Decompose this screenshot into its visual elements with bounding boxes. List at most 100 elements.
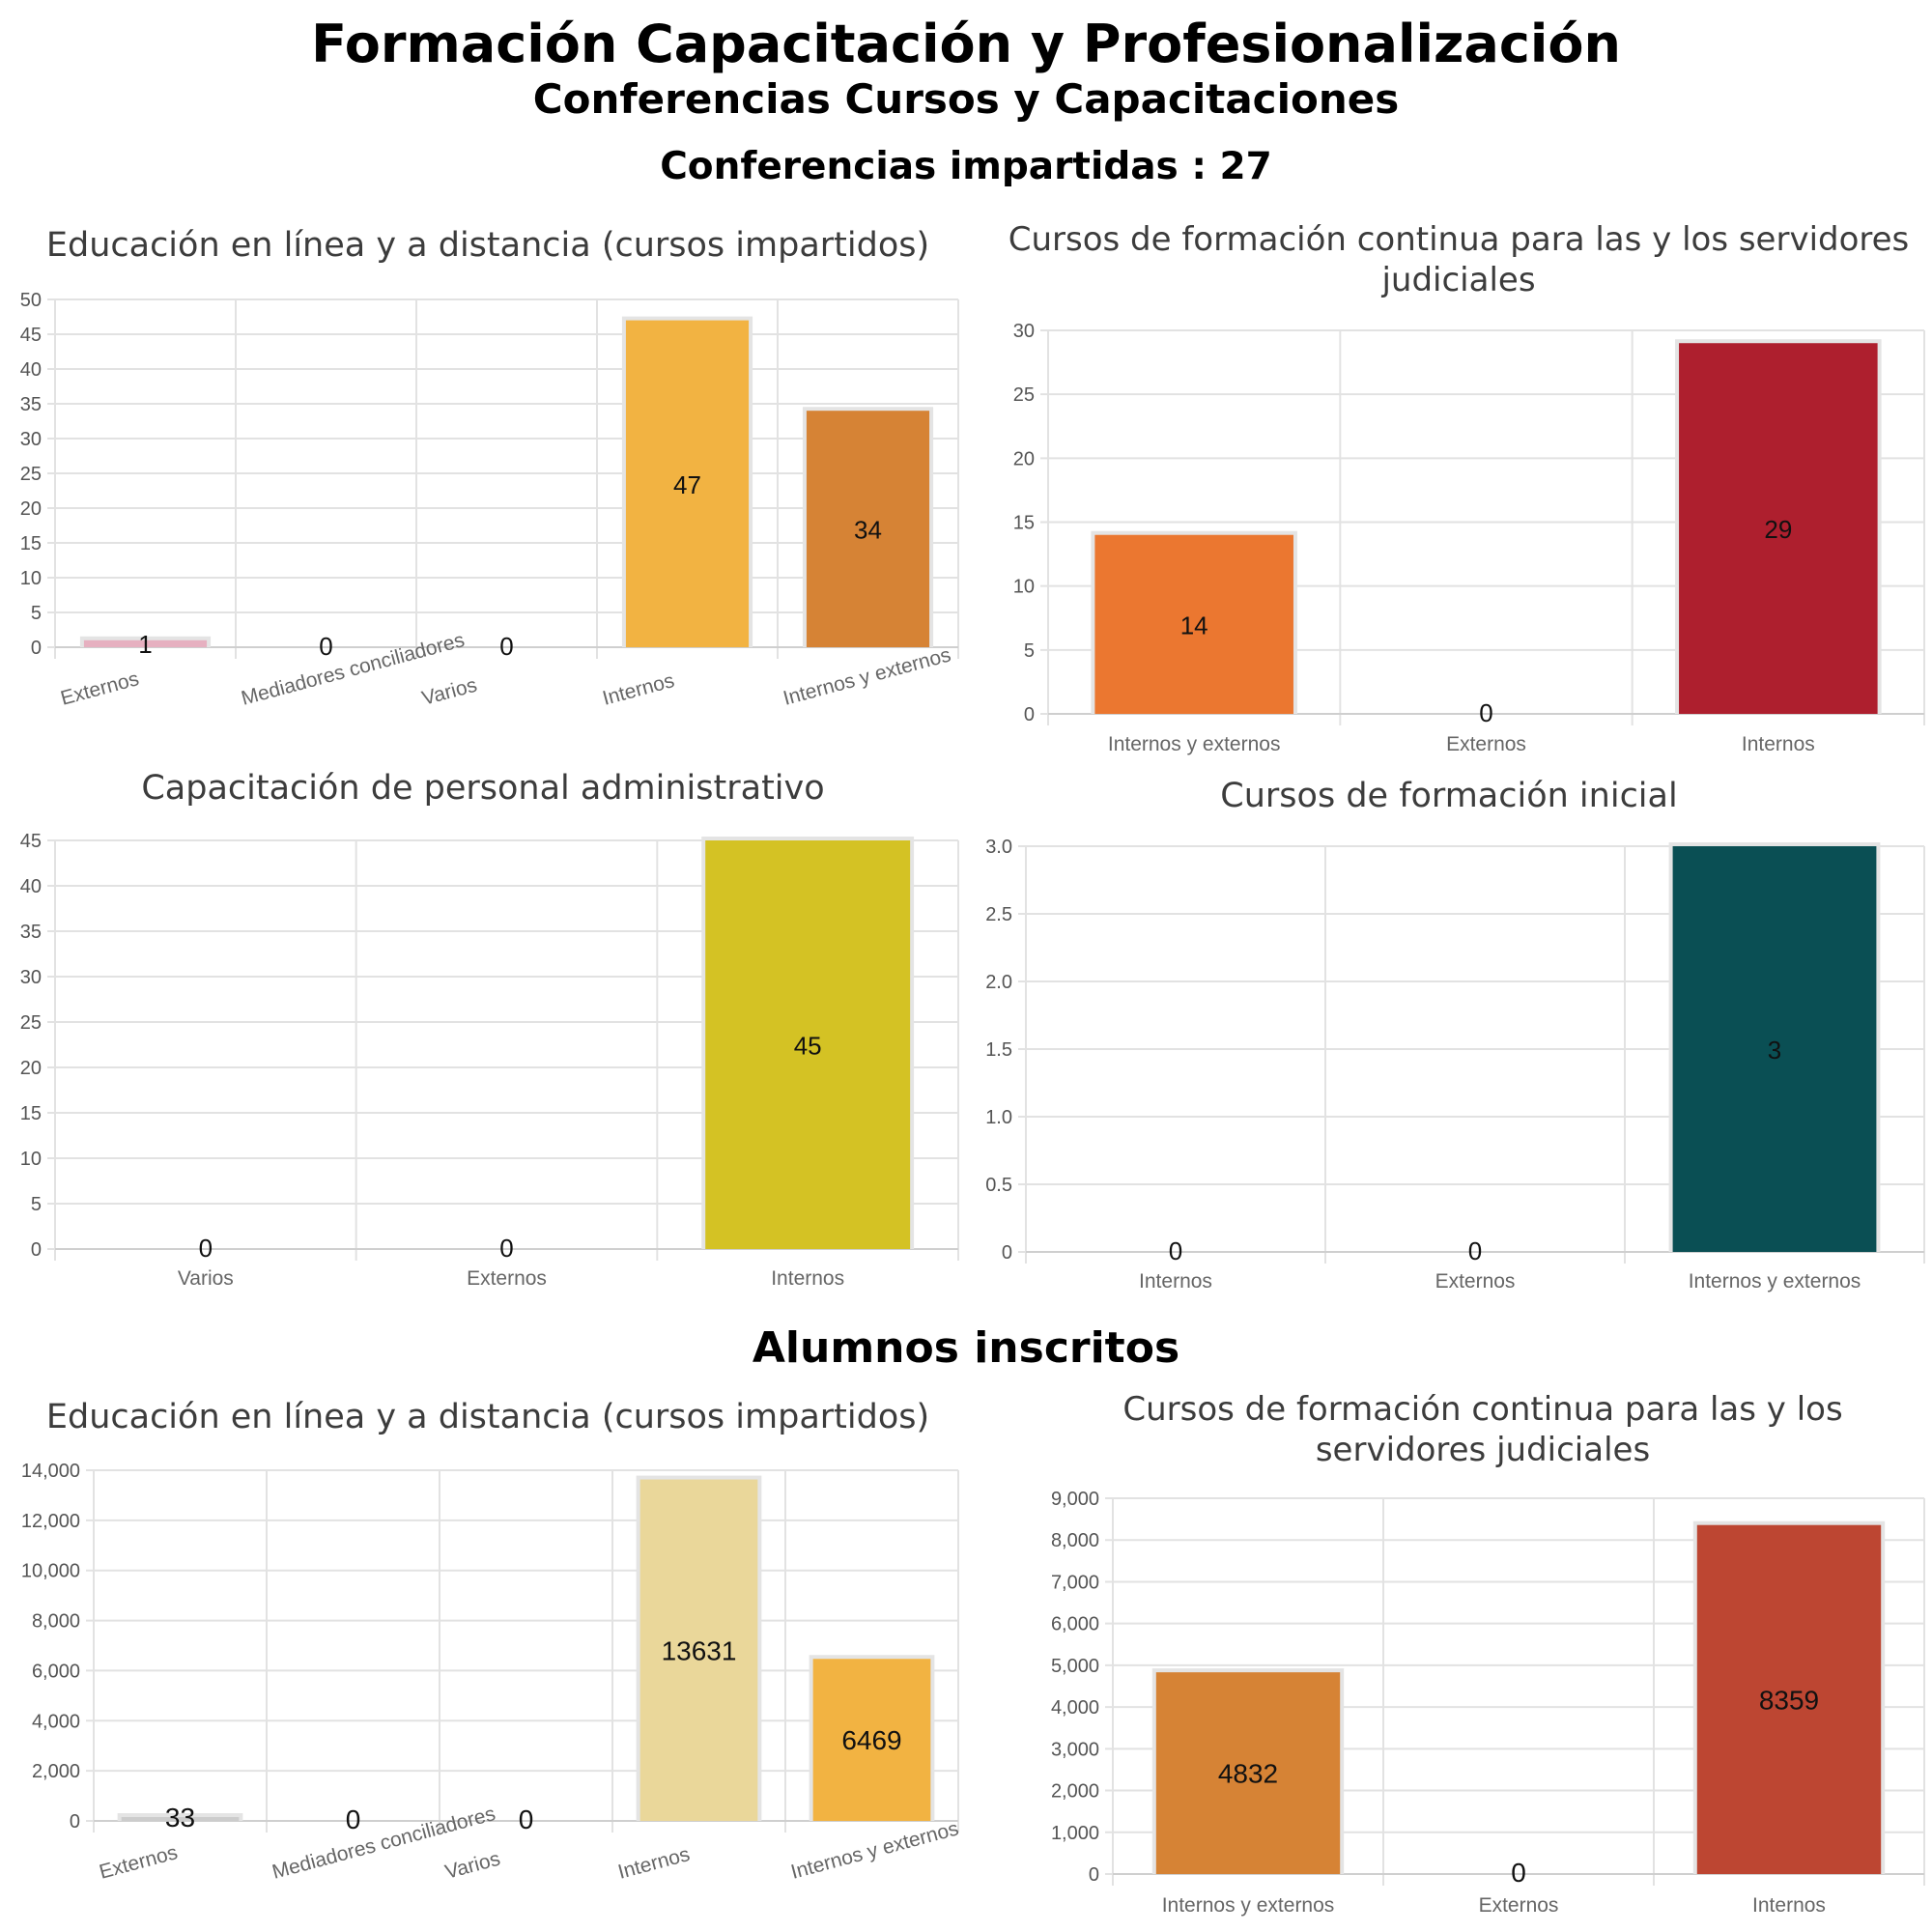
y-tick-label: 25	[1013, 384, 1035, 406]
bar-internos	[625, 320, 750, 647]
data-label: 4832	[1218, 1759, 1278, 1789]
y-tick-label: 15	[20, 1103, 42, 1124]
y-tick-label: 15	[20, 533, 42, 554]
y-tick-label: 0	[1002, 1242, 1012, 1264]
data-label: 29	[1764, 515, 1792, 544]
data-label: 0	[1169, 1236, 1182, 1265]
x-tick-label: Internos y externos	[781, 643, 952, 709]
bar-internos-y-externos	[812, 1659, 931, 1821]
y-tick-label: 9,000	[1051, 1489, 1099, 1510]
x-tick-label: Internos y externos	[1108, 733, 1281, 755]
data-label: 0	[1479, 698, 1492, 727]
y-tick-label: 4,000	[1051, 1697, 1099, 1719]
data-label: 1	[138, 630, 152, 659]
data-label: 3	[1768, 1036, 1781, 1065]
conferences-count: Conferencias impartidas : 27	[660, 145, 1272, 188]
y-tick-label: 35	[20, 922, 42, 943]
y-tick-label: 10,000	[21, 1561, 80, 1582]
bar-internos-y-externos	[1094, 534, 1293, 714]
y-tick-label: 0	[1089, 1864, 1099, 1886]
bar-internos	[1696, 1524, 1882, 1874]
y-tick-label: 50	[20, 290, 42, 311]
chart-plot: 0 5 10 15 20 25 30 14 Internos y externos 0 Extern…	[1013, 321, 1925, 755]
x-tick-label: Varios	[419, 674, 479, 710]
y-tick-label: 10	[20, 1149, 42, 1170]
y-tick-label: 7,000	[1051, 1572, 1099, 1593]
x-tick-label: Varios	[442, 1848, 502, 1884]
x-tick-label: Internos	[600, 669, 676, 710]
y-tick-label: 0.5	[985, 1175, 1012, 1196]
y-tick-label: 2.0	[985, 972, 1012, 993]
y-tick-label: 35	[20, 394, 42, 415]
data-label: 0	[199, 1234, 213, 1263]
y-tick-label: 40	[20, 876, 42, 897]
y-tick-label: 5	[31, 1194, 42, 1215]
y-tick-label: 5	[31, 603, 42, 624]
x-tick-label: Varios	[178, 1267, 234, 1290]
y-tick-label: 14,000	[21, 1461, 80, 1482]
chart-panel-continuing-courses: Cursos de formación continua para las y …	[966, 208, 1932, 755]
y-tick-label: 0	[31, 1239, 42, 1261]
y-tick-label: 0	[1024, 704, 1035, 725]
bar-externos	[83, 639, 208, 647]
data-label: 33	[165, 1803, 195, 1833]
chart-title: Capacitación de personal administrativo	[141, 769, 825, 808]
chart-panel-admin-training: Capacitación de personal administrativo …	[0, 749, 966, 1294]
y-tick-label: 45	[20, 325, 42, 346]
bar-internos	[639, 1479, 758, 1821]
y-tick-label: 6,000	[1051, 1614, 1099, 1635]
x-tick-label: Externos	[58, 668, 141, 710]
y-tick-label: 25	[20, 464, 42, 485]
y-tick-label: 10	[20, 568, 42, 589]
y-tick-label: 12,000	[21, 1511, 80, 1532]
y-tick-label: 40	[20, 359, 42, 381]
data-label: 13631	[662, 1635, 737, 1665]
y-tick-label: 3.0	[985, 837, 1012, 858]
bar-internos-y-externos	[1672, 846, 1877, 1252]
data-label: 0	[519, 1804, 534, 1834]
y-tick-label: 0	[70, 1811, 80, 1833]
data-label: 47	[673, 470, 701, 499]
y-tick-label: 20	[20, 1058, 42, 1079]
section-title-students: Alumnos inscritos	[752, 1323, 1180, 1373]
y-tick-label: 5,000	[1051, 1656, 1099, 1677]
data-label: 0	[499, 1234, 513, 1263]
y-tick-label: 25	[20, 1012, 42, 1034]
x-tick-label: Internos y externos	[1689, 1270, 1861, 1293]
bar-internos-y-externos	[1155, 1672, 1341, 1874]
x-tick-label: Internos y externos	[1162, 1894, 1335, 1917]
y-tick-label: 1.5	[985, 1039, 1012, 1061]
chart-plot: 0 1,000 2,000 3,000 4,000 5,000 6,000 7,000 8,00…	[1051, 1489, 1925, 1917]
chart-panel-online-courses: Educación en línea y a distancia (cursos…	[0, 208, 966, 749]
bar-externos	[121, 1817, 240, 1821]
data-label: 45	[794, 1032, 822, 1061]
page-subtitle: Conferencias Cursos y Capacitaciones	[532, 75, 1400, 123]
chart-plot: 051015202530354045501Externos0Mediadores…	[20, 290, 959, 710]
y-tick-label: 10	[1013, 577, 1035, 598]
data-label: 0	[499, 632, 513, 661]
data-label: 0	[319, 632, 332, 661]
data-label: 34	[854, 516, 882, 545]
y-tick-label: 45	[20, 831, 42, 852]
x-tick-label: Internos	[1752, 1894, 1826, 1917]
x-tick-label: Internos y externos	[788, 1817, 960, 1883]
x-tick-label: Internos	[1139, 1270, 1212, 1293]
chart-title: Educación en línea y a distancia (cursos…	[45, 1398, 930, 1436]
chart-title: Cursos de formación inicial	[1220, 777, 1678, 815]
page-title: Formación Capacitación y Profesionalizac…	[311, 14, 1621, 74]
y-tick-label: 15	[1013, 513, 1035, 534]
chart-panel-continuing-students: Cursos de formación continua para las y …	[966, 1381, 1932, 1932]
x-tick-label: Externos	[1479, 1894, 1559, 1917]
y-tick-label: 2,000	[1051, 1781, 1099, 1803]
y-tick-label: 20	[20, 498, 42, 520]
bar-internos	[705, 840, 911, 1249]
y-tick-label: 30	[20, 429, 42, 450]
chart-title: Cursos de formación continua para las y …	[1008, 220, 1910, 299]
y-tick-label: 2,000	[32, 1761, 80, 1782]
y-tick-label: 8,000	[32, 1611, 80, 1633]
y-tick-label: 5	[1024, 640, 1035, 662]
x-tick-label: Internos	[615, 1843, 692, 1884]
data-label: 0	[346, 1804, 361, 1834]
chart-panel-online-students: Educación en línea y a distancia (cursos…	[0, 1381, 966, 1932]
y-tick-label: 3,000	[1051, 1739, 1099, 1760]
